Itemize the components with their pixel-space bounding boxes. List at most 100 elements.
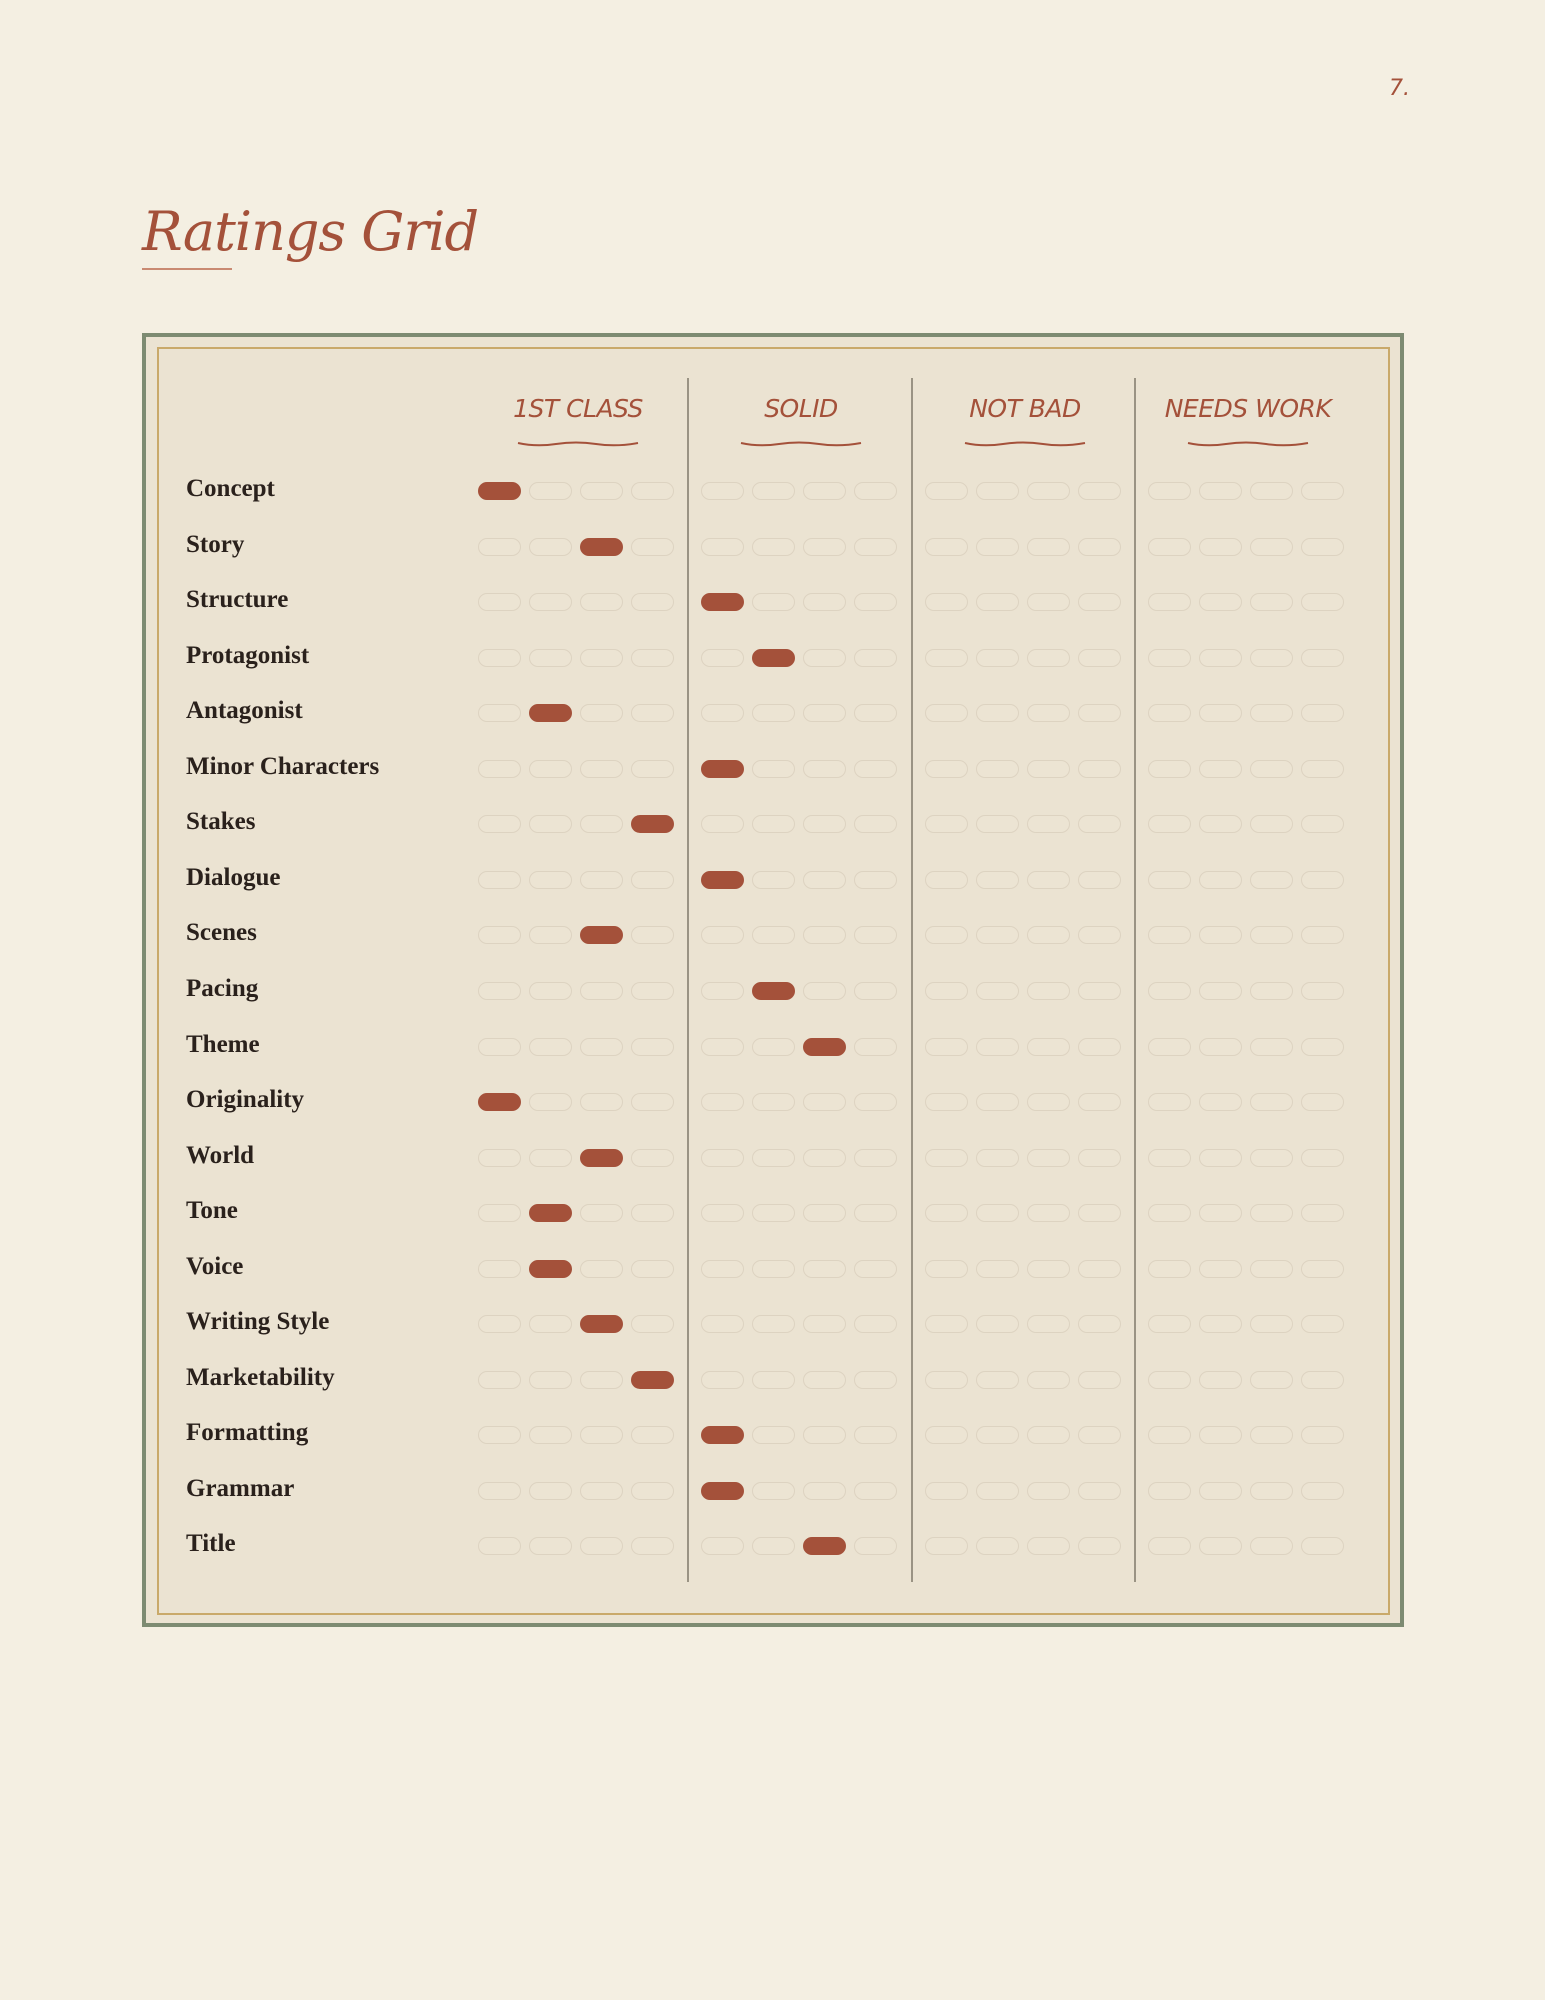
rating-pill (854, 648, 897, 667)
rating-pill (580, 870, 623, 889)
rating-pill (529, 815, 572, 834)
rating-pill (478, 1204, 521, 1223)
rating-pill (1250, 815, 1293, 834)
rating-pill (631, 926, 674, 945)
rating-pill (1078, 926, 1121, 945)
rating-pill (1148, 870, 1191, 889)
rating-pill (1078, 1537, 1121, 1556)
rating-pill (854, 537, 897, 556)
rating-pill (529, 482, 572, 500)
rating-pill (1250, 482, 1293, 500)
rating-pill (1199, 648, 1242, 667)
rating-pill (976, 1259, 1019, 1278)
rating-pill (1027, 1481, 1070, 1500)
rating-pill (803, 482, 846, 500)
rating-pill (1078, 1315, 1121, 1334)
rating-pill (854, 1315, 897, 1334)
rating-pill-selected (580, 926, 623, 945)
rating-pill (925, 1037, 968, 1056)
row-label: Title (186, 1530, 236, 1558)
rating-pill (529, 759, 572, 778)
rating-pill (803, 704, 846, 723)
rating-pill (1148, 1537, 1191, 1556)
rating-pill (1148, 593, 1191, 612)
rating-pill (1148, 1204, 1191, 1223)
header-squiggle (1187, 441, 1309, 447)
rating-pill (1148, 1370, 1191, 1389)
row-label: Grammar (186, 1474, 295, 1502)
rating-pill (1078, 648, 1121, 667)
rating-pill-selected (701, 593, 744, 612)
rating-pill (1301, 1037, 1344, 1056)
rating-pill (854, 704, 897, 723)
rating-pill (1199, 1148, 1242, 1167)
rating-pill (925, 593, 968, 612)
rating-pill (1078, 1370, 1121, 1389)
rating-pill (631, 870, 674, 889)
rating-pill (478, 537, 521, 556)
rating-pill (803, 870, 846, 889)
rating-pill (1027, 759, 1070, 778)
rating-pill (1250, 1426, 1293, 1445)
rating-pill (1250, 704, 1293, 723)
rating-pill (1250, 1037, 1293, 1056)
rating-pill (1148, 1426, 1191, 1445)
rating-pill (580, 593, 623, 612)
rating-pill (631, 704, 674, 723)
rating-pill (478, 759, 521, 778)
rating-pill (925, 1259, 968, 1278)
rating-pill (529, 926, 572, 945)
rating-pill (976, 593, 1019, 612)
rating-pill (1027, 537, 1070, 556)
rating-pill (631, 482, 674, 500)
rating-pill (478, 1537, 521, 1556)
rating-pill (1250, 1148, 1293, 1167)
rating-pill (1148, 1093, 1191, 1112)
rating-pill (701, 1259, 744, 1278)
rating-pill (529, 1093, 572, 1112)
rating-pill (580, 648, 623, 667)
rating-pill (1199, 537, 1242, 556)
rating-pill-selected (803, 1537, 846, 1556)
rating-pill (631, 1481, 674, 1500)
rating-pill (631, 1204, 674, 1223)
rating-pill (478, 1148, 521, 1167)
row-label: Pacing (186, 974, 259, 1002)
rating-pill (1199, 1537, 1242, 1556)
row-label: Story (186, 530, 245, 558)
rating-pill (1301, 537, 1344, 556)
page-number: 7. (1389, 76, 1410, 101)
rating-pill (631, 537, 674, 556)
rating-pill (976, 870, 1019, 889)
rating-pill (1078, 1037, 1121, 1056)
rating-pill (1199, 704, 1242, 723)
rating-pill (803, 1259, 846, 1278)
rating-pill (1301, 1481, 1344, 1500)
header-squiggle (517, 441, 639, 447)
rating-pill (1078, 537, 1121, 556)
rating-pill-selected (580, 1315, 623, 1334)
rating-pill (631, 1259, 674, 1278)
rating-pill (701, 1537, 744, 1556)
rating-pill (854, 1481, 897, 1500)
rating-pill (752, 1093, 795, 1112)
row-label: Marketability (186, 1363, 335, 1391)
rating-pill (580, 1037, 623, 1056)
rating-pill (1148, 1148, 1191, 1167)
rating-pill (1199, 759, 1242, 778)
rating-pill (803, 759, 846, 778)
column-header: NOT BAD (969, 394, 1081, 423)
row-label: Writing Style (186, 1308, 330, 1336)
rating-pill (1148, 1315, 1191, 1334)
rating-pill (925, 926, 968, 945)
rating-pill (925, 1481, 968, 1500)
rating-pill (1078, 704, 1121, 723)
rating-pill (1199, 981, 1242, 1000)
rating-pill (803, 537, 846, 556)
rating-pill (976, 482, 1019, 500)
rating-pill (478, 926, 521, 945)
rating-pill (529, 1370, 572, 1389)
rating-pill (631, 981, 674, 1000)
grid-inner-frame (157, 347, 1390, 1615)
